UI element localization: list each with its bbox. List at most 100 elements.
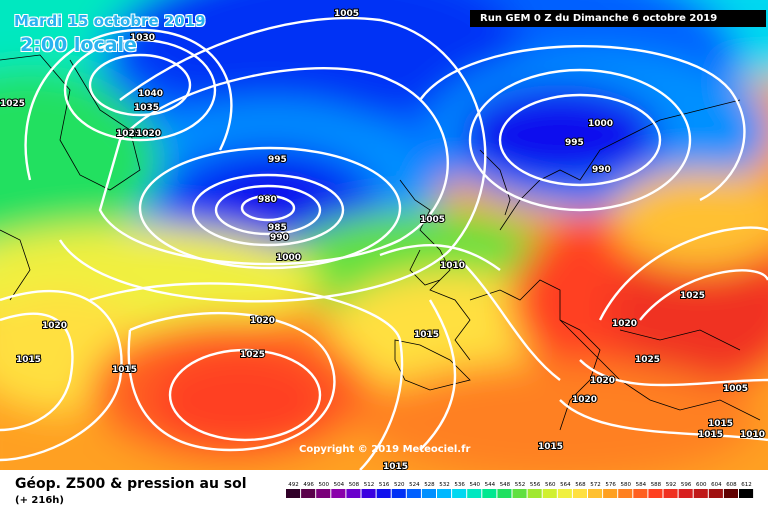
scale-tick-label: 564 — [560, 482, 571, 488]
scale-tick-label: 508 — [349, 482, 360, 488]
scale-tick-label: 612 — [741, 482, 752, 488]
scale-tick-label: 592 — [666, 482, 677, 488]
scale-tick-label: 588 — [651, 482, 662, 488]
scale-swatch — [316, 489, 331, 498]
legend-title: Géop. Z500 & pression au sol — [15, 476, 247, 492]
color-scale: 492 496 500 504 508 512 516 520 524 528 532 536 540 5… — [286, 482, 754, 498]
copyright-notice: Copyright © 2019 Meteociel.fr — [299, 444, 471, 455]
scale-tick-label: 500 — [319, 482, 330, 488]
scale-swatch — [497, 489, 512, 498]
forecast-time: 2:00 locale — [20, 34, 137, 56]
scale-tick-label: 548 — [500, 482, 511, 488]
scale-swatch — [633, 489, 648, 498]
scale-swatch — [542, 489, 557, 498]
scale-swatch — [406, 489, 421, 498]
scale-tick-label: 492 — [288, 482, 299, 488]
scale-swatch — [663, 489, 678, 498]
scale-tick-label: 572 — [590, 482, 601, 488]
svg-text:1005: 1005 — [723, 384, 748, 394]
svg-text:1015: 1015 — [698, 430, 723, 440]
svg-text:1020: 1020 — [136, 129, 161, 139]
scale-tick-label: 512 — [364, 482, 375, 488]
svg-text:1005: 1005 — [334, 9, 359, 19]
svg-text:1010: 1010 — [740, 430, 765, 440]
scale-tick-label: 544 — [485, 482, 496, 488]
scale-tick-label: 604 — [711, 482, 722, 488]
svg-text:1020: 1020 — [590, 376, 615, 386]
svg-text:1020: 1020 — [612, 319, 637, 329]
svg-text:995: 995 — [268, 155, 287, 165]
scale-swatch — [708, 489, 723, 498]
isobar-labels: 1030 1040 1035 1025 1020 1025 995 980 98… — [0, 8, 766, 470]
scale-swatch — [467, 489, 482, 498]
svg-text:990: 990 — [270, 233, 289, 243]
scale-tick-label: 540 — [470, 482, 481, 488]
scale-swatch — [482, 489, 497, 498]
scale-tick-label: 596 — [681, 482, 692, 488]
svg-text:1015: 1015 — [538, 442, 563, 452]
svg-text:1035: 1035 — [134, 103, 159, 113]
svg-text:1025: 1025 — [680, 291, 705, 301]
scale-tick-label: 552 — [515, 482, 526, 488]
scale-tick-label: 528 — [424, 482, 435, 488]
svg-text:980: 980 — [258, 195, 277, 205]
scale-swatch — [618, 489, 633, 498]
scale-tick-label: 584 — [636, 482, 647, 488]
svg-text:1025: 1025 — [116, 129, 141, 139]
scale-swatch — [301, 489, 316, 498]
svg-text:1030: 1030 — [130, 33, 155, 43]
isobar-lines — [0, 16, 768, 470]
scale-tick-label: 516 — [379, 482, 390, 488]
scale-swatch — [421, 489, 436, 498]
scale-tick-label: 600 — [696, 482, 707, 488]
scale-tick-label: 580 — [621, 482, 632, 488]
scale-tick-label: 532 — [439, 482, 450, 488]
svg-text:1040: 1040 — [138, 89, 163, 99]
scale-swatch — [361, 489, 376, 498]
svg-text:1000: 1000 — [276, 253, 301, 263]
scale-swatch — [286, 489, 301, 498]
svg-text:990: 990 — [592, 165, 611, 175]
scale-swatch — [723, 489, 738, 498]
scale-tick-label: 560 — [545, 482, 556, 488]
svg-text:985: 985 — [268, 223, 287, 233]
scale-swatch — [512, 489, 527, 498]
coastlines — [0, 54, 761, 431]
scale-swatch — [603, 489, 618, 498]
scale-tick-label: 568 — [575, 482, 586, 488]
svg-text:1015: 1015 — [708, 419, 733, 429]
svg-text:1015: 1015 — [383, 462, 408, 470]
svg-text:1015: 1015 — [112, 365, 137, 375]
scale-swatch — [331, 489, 346, 498]
forecast-date: Mardi 15 octobre 2019 — [14, 12, 206, 30]
svg-text:1000: 1000 — [588, 119, 613, 129]
svg-text:1015: 1015 — [414, 330, 439, 340]
scale-swatch — [693, 489, 708, 498]
scale-swatch — [678, 489, 693, 498]
legend-lead-time: (+ 216h) — [15, 495, 64, 506]
svg-text:1025: 1025 — [0, 99, 25, 109]
scale-swatch — [572, 489, 587, 498]
scale-swatch — [648, 489, 663, 498]
scale-swatch — [588, 489, 603, 498]
scale-tick-label: 608 — [726, 482, 737, 488]
svg-text:1020: 1020 — [42, 321, 67, 331]
svg-text:1025: 1025 — [240, 350, 265, 360]
scale-tick-label: 504 — [334, 482, 345, 488]
scale-tick-label: 520 — [394, 482, 405, 488]
scale-tick-label: 576 — [605, 482, 616, 488]
svg-text:995: 995 — [565, 138, 584, 148]
scale-swatch — [527, 489, 542, 498]
scale-swatch — [391, 489, 406, 498]
svg-text:1020: 1020 — [250, 316, 275, 326]
scale-tick-label: 556 — [530, 482, 541, 488]
scale-tick-label: 536 — [454, 482, 465, 488]
scale-swatch — [346, 489, 361, 498]
scale-swatch — [452, 489, 467, 498]
svg-text:1010: 1010 — [440, 261, 465, 271]
svg-text:1015: 1015 — [16, 355, 41, 365]
scale-swatch — [437, 489, 452, 498]
geopotential-field — [0, 0, 768, 470]
scale-tick-label: 524 — [409, 482, 420, 488]
